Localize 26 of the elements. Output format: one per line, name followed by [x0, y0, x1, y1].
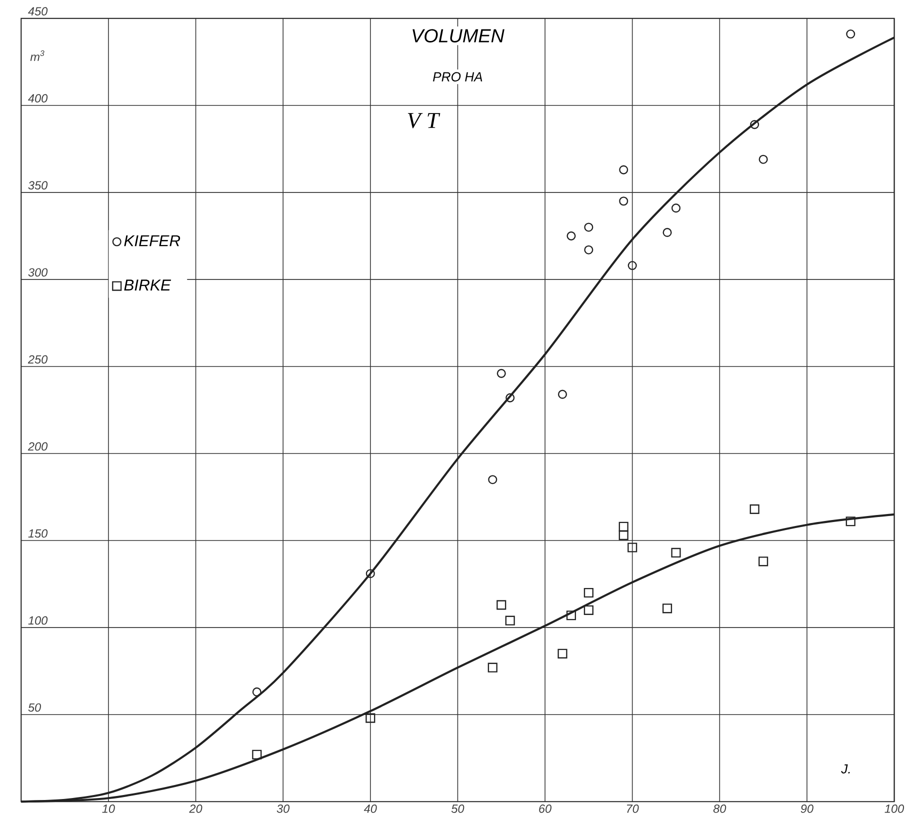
y-tick-label: 450 — [28, 7, 48, 16]
text: PRO HA — [432, 72, 482, 82]
x-tick-label: 60 — [539, 804, 552, 814]
x-tick-label: 80 — [713, 804, 726, 814]
x-tick-label: 20 — [189, 804, 202, 814]
chart-title: VOLUMEN — [412, 29, 504, 43]
y-tick-label: 350 — [28, 181, 48, 190]
y-tick-label: 200 — [28, 442, 48, 451]
annotation: V T — [408, 113, 440, 128]
x-tick-label: 90 — [800, 804, 814, 814]
x-tick-label: 70 — [626, 804, 639, 814]
x-tick-label: 50 — [451, 804, 464, 814]
legend-label: KIEFER — [124, 236, 180, 246]
y-tick-label: 150 — [28, 529, 48, 538]
x-tick-label: 10 — [102, 804, 115, 814]
y-tick-label: 50 — [28, 703, 41, 712]
x-tick-label: 30 — [276, 804, 290, 814]
y-tick-label: 400 — [28, 94, 48, 103]
legend-label: BIRKE — [124, 280, 172, 291]
y-axis-title: m$^{3}$ — [30, 50, 44, 62]
x-axis-title: J. — [841, 764, 850, 774]
x-tick-label: 100 — [884, 804, 904, 814]
x-tick-label: 40 — [364, 804, 377, 814]
y-tick-label: 300 — [28, 268, 48, 277]
y-tick-label: 100 — [28, 616, 48, 625]
y-tick-label: 250 — [28, 355, 48, 364]
